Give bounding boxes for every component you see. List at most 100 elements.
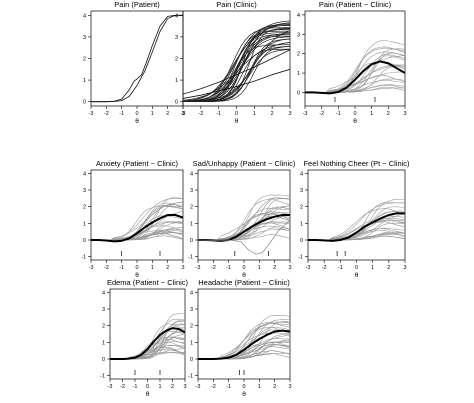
y-tick-label: 3 [190,188,193,194]
x-tick-label: 3 [288,384,291,390]
x-tick-label: -1 [133,384,138,390]
y-tick-label: 1 [102,340,105,346]
x-tick-label: 3 [183,384,186,390]
item-curve [183,23,290,102]
x-tick-label: -2 [198,111,203,117]
y-tick-label: 1 [297,71,300,77]
y-tick-label: 3 [297,32,300,38]
y-tick-label: 2 [190,324,193,330]
x-tick-label: 3 [288,111,291,117]
x-tick-label: -1 [226,265,231,271]
x-tick-label: 2 [171,384,174,390]
plot-area [183,20,290,103]
x-tick-label: -3 [89,111,94,117]
x-tick-label: 1 [370,111,373,117]
x-tick-label: 2 [166,111,169,117]
x-axis-label: θ [242,272,246,279]
plot-area [91,197,183,256]
panel-title: Feel Nothing Cheer (Pt − Clinic) [303,159,410,168]
y-tick-label: 4 [102,290,105,296]
mean-curve [305,60,405,95]
item-curve [183,42,290,101]
x-tick-label: 3 [181,111,184,117]
x-tick-label: -2 [104,265,109,271]
x-tick-label: -3 [108,384,113,390]
y-tick-label: 4 [190,171,193,177]
y-tick-label: 3 [83,188,86,194]
y-tick-label: 4 [190,290,193,296]
x-tick-label: 1 [151,111,154,117]
plot-area [198,194,290,256]
item-curve [183,49,290,103]
x-tick-label: -2 [120,384,125,390]
y-tick-label: 2 [190,205,193,211]
item-curve [308,201,405,241]
x-tick-label: -2 [104,111,109,117]
x-tick-label: -3 [303,111,308,117]
y-tick-label: 0 [190,357,193,363]
panel-title: Pain (Patient − Clinic) [319,0,392,9]
x-tick-label: -3 [181,111,186,117]
item-curve [183,49,290,95]
y-tick-label: 0 [297,90,300,96]
plot-area [308,198,405,256]
x-tick-label: -3 [89,265,94,271]
panel-6: Feel Nothing Cheer (Pt − Clinic) -3 -2 -1 0 1… [298,159,410,279]
panel-title: Edema (Patient − Clinic) [107,278,189,287]
x-tick-label: 1 [371,265,374,271]
y-tick-label: -1 [81,255,86,261]
x-tick-label: 2 [271,111,274,117]
y-tick-label: 4 [83,171,86,177]
y-tick-label: -1 [188,255,193,261]
x-tick-label: 2 [166,265,169,271]
item-curve [183,30,290,102]
x-axis-label: θ [146,391,150,398]
x-tick-label: -2 [319,111,324,117]
item-curve [183,36,290,102]
y-tick-label: 4 [297,13,300,19]
item-curve [198,213,290,241]
y-tick-label: 3 [300,188,303,194]
plot-area [305,39,405,102]
y-tick-label: 1 [190,340,193,346]
x-tick-label: -1 [338,265,343,271]
x-tick-label: 2 [387,111,390,117]
item-curve [183,33,290,102]
y-tick-label: 2 [102,324,105,330]
y-tick-label: -1 [188,374,193,380]
y-tick-label: -1 [100,374,105,380]
y-tick-label: 1 [83,78,86,84]
x-tick-label: 1 [158,384,161,390]
y-tick-label: 4 [175,13,178,19]
item-curve [183,68,290,99]
mean-curve [91,214,183,243]
y-tick-label: 0 [190,238,193,244]
x-tick-label: -2 [211,384,216,390]
panel-5: Sad/Unhappy (Patient − Clinic) -3 -2 -1 0 1 2 3… [188,159,296,279]
y-tick-label: 0 [83,100,86,106]
x-axis-label: θ [355,272,359,279]
plot-area [110,312,185,375]
y-tick-label: 3 [102,307,105,313]
panel-frame [109,288,186,380]
mean-curve [198,329,290,360]
y-tick-label: 0 [300,238,303,244]
y-tick-label: 4 [83,13,86,19]
item-curve [91,14,183,103]
y-tick-label: 3 [83,35,86,41]
panel-frame [90,10,184,107]
y-tick-label: 1 [83,221,86,227]
y-tick-label: -1 [298,255,303,261]
x-tick-label: 2 [387,265,390,271]
x-tick-label: 0 [353,111,356,117]
panel-title: Headache (Patient − Clinic) [198,278,290,287]
item-curve [183,29,290,102]
x-tick-label: 0 [355,265,358,271]
panel-7: Edema (Patient − Clinic) -3 -2 -1 0 1 2 3 θ -1 0 1 2… [100,278,188,398]
y-tick-label: 3 [175,35,178,41]
plot-area [91,14,183,103]
x-tick-label: -3 [196,384,201,390]
